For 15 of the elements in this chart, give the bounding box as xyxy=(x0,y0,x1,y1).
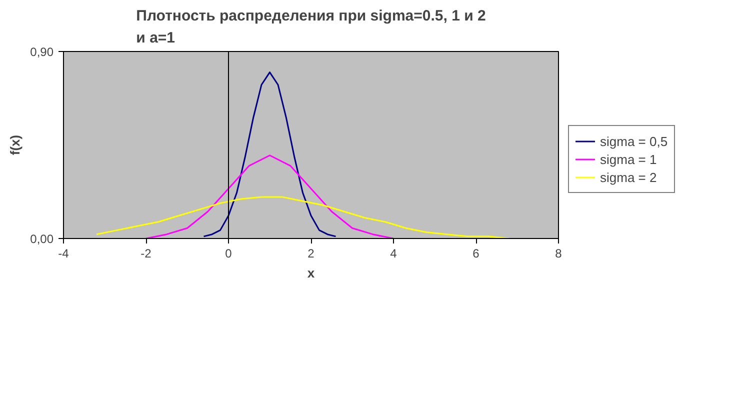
x-tick-label: 6 xyxy=(472,246,480,260)
x-tick-label: 8 xyxy=(555,246,562,260)
x-tick-label: 0 xyxy=(225,246,232,260)
x-tick-label: 2 xyxy=(308,246,315,260)
y-tick-label: 0,90 xyxy=(30,45,54,59)
x-axis-title: x xyxy=(307,266,316,280)
x-tick-label: -4 xyxy=(58,246,70,260)
legend-label: sigma = 2 xyxy=(600,168,657,186)
x-tick-label: -2 xyxy=(140,246,152,260)
y-axis-title: f(x) xyxy=(8,134,22,156)
legend-label: sigma = 1 xyxy=(600,150,657,168)
chart-title: Плотность распределения при sigma=0.5, 1 и 2 и a=1 xyxy=(136,7,486,46)
legend-label: sigma = 0,5 xyxy=(600,132,668,150)
x-tick-label: 4 xyxy=(390,246,398,260)
y-tick-label: 0,00 xyxy=(30,232,54,246)
